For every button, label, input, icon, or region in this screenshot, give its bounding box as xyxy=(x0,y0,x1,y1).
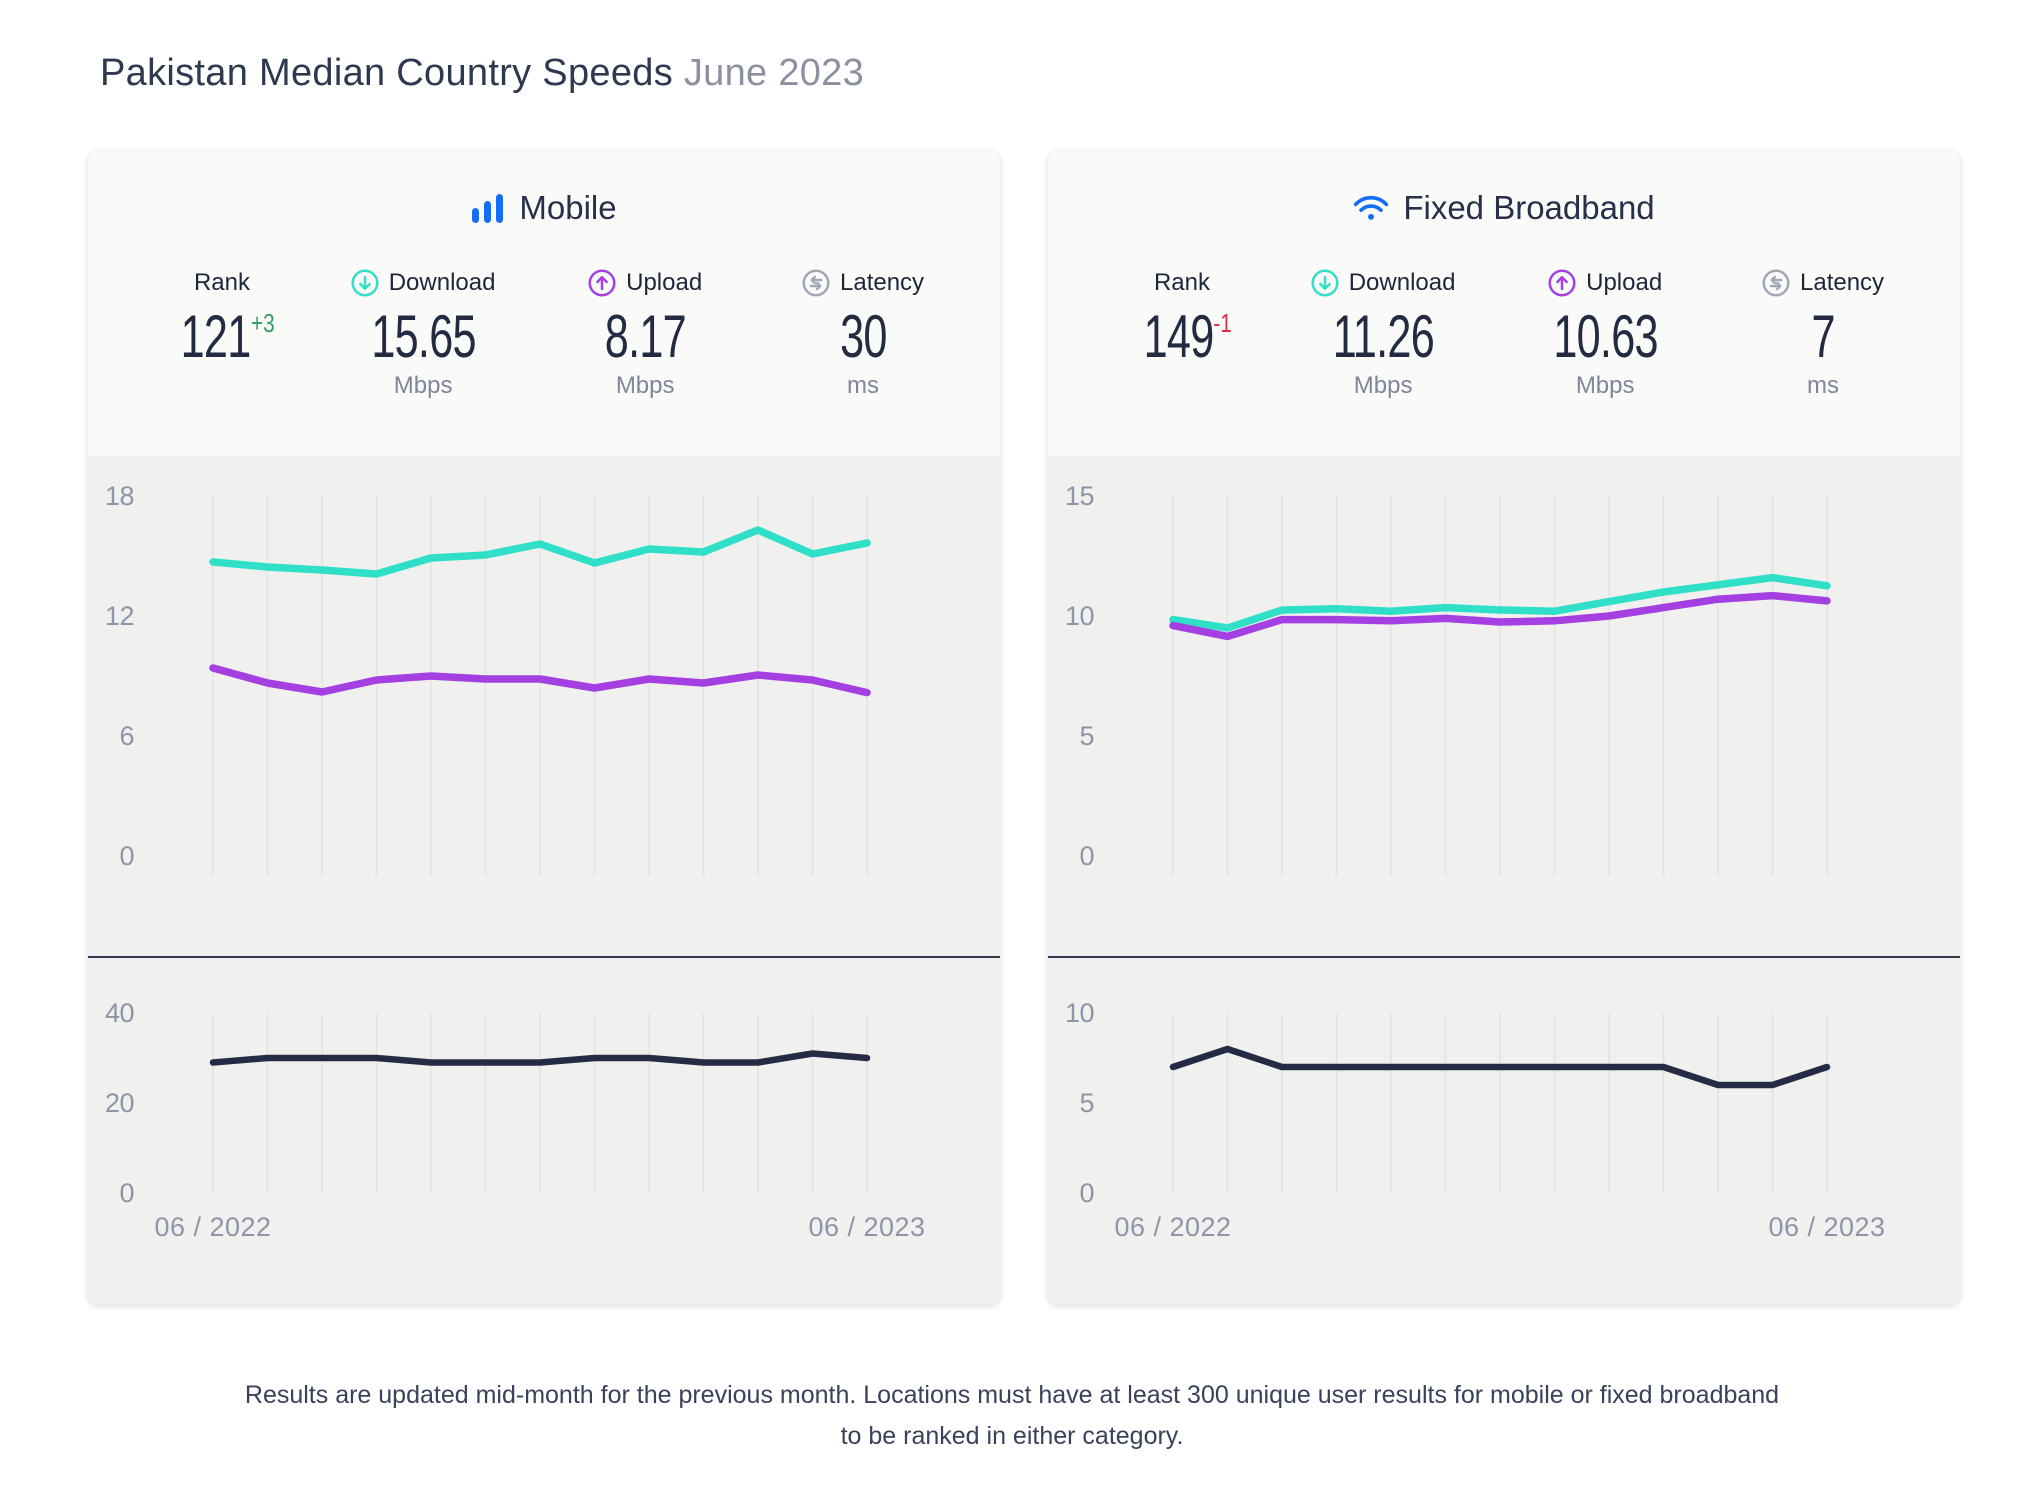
chart-divider xyxy=(1048,956,1960,958)
svg-text:06 / 2023: 06 / 2023 xyxy=(808,1212,925,1242)
mobile-stat-download: Download 15.65 Mbps xyxy=(310,269,536,402)
fixed-speed-chart: 15 10 5 0 xyxy=(1048,456,1960,956)
latency-value: 30 xyxy=(839,303,887,370)
mobile-card: Mobile Rank 121+3 xyxy=(88,151,1000,1305)
svg-text:06 / 2022: 06 / 2022 xyxy=(154,1212,271,1242)
upload-value: 8.17 xyxy=(604,303,687,370)
svg-text:06 / 2023: 06 / 2023 xyxy=(1768,1212,1885,1242)
rank-number: 149 xyxy=(1143,303,1214,370)
stat-unit: ms xyxy=(847,371,880,399)
fixed-stat-rank: Rank 149-1 xyxy=(1094,269,1270,402)
latency-value: 7 xyxy=(1811,303,1835,370)
rank-number: 121 xyxy=(180,303,251,370)
card-title-label: Mobile xyxy=(519,189,617,226)
page-title: Pakistan Median Country Speeds June 2023 xyxy=(0,0,2024,95)
fixed-stats: Rank 149-1 Download xyxy=(1048,269,1960,402)
stat-label-text: Download xyxy=(1348,269,1456,296)
cards-row: Mobile Rank 121+3 xyxy=(0,151,2024,1305)
stat-label-text: Upload xyxy=(1586,269,1663,296)
svg-text:15: 15 xyxy=(1065,481,1094,511)
download-value: 15.65 xyxy=(370,303,476,370)
svg-text:0: 0 xyxy=(119,1178,134,1208)
stat-label-text: Latency xyxy=(1800,269,1885,296)
stat-unit: Mbps xyxy=(1575,371,1635,399)
mobile-stats: Rank 121+3 Download xyxy=(88,269,1000,402)
stat-label: Rank xyxy=(193,269,250,296)
page-title-period: June 2023 xyxy=(683,52,865,94)
svg-text:12: 12 xyxy=(105,601,134,631)
mobile-bars-icon xyxy=(471,193,505,224)
mobile-stat-latency: Latency 30 ms xyxy=(754,269,972,402)
chart-divider xyxy=(88,956,1000,958)
latency-icon xyxy=(1762,269,1790,297)
fixed-broadband-card: Fixed Broadband Rank 149-1 xyxy=(1048,151,1960,1305)
svg-text:10: 10 xyxy=(1065,601,1094,631)
svg-text:5: 5 xyxy=(1079,1088,1094,1118)
svg-text:5: 5 xyxy=(1079,721,1094,751)
rank-value: 149-1 xyxy=(1130,303,1234,370)
mobile-latency-chart: 40 20 0 06 / 2022 06 / 2023 xyxy=(88,958,1000,1305)
rank-change-badge: -1 xyxy=(1213,308,1232,338)
fixed-latency-chart: 10 5 0 06 / 2022 06 / 2023 xyxy=(1048,958,1960,1305)
stat-unit: Mbps xyxy=(393,371,453,399)
svg-text:40: 40 xyxy=(105,998,134,1028)
mobile-stat-upload: Upload 8.17 Mbps xyxy=(536,269,754,402)
stat-unit: Mbps xyxy=(615,371,675,399)
footer-note: Results are updated mid-month for the pr… xyxy=(244,1381,1780,1451)
stat-unit: ms xyxy=(1807,371,1840,399)
fixed-stat-latency: Latency 7 ms xyxy=(1714,269,1932,402)
svg-text:0: 0 xyxy=(1079,841,1094,871)
mobile-speed-chart: 18 12 6 0 xyxy=(88,456,1000,956)
svg-text:10: 10 xyxy=(1065,998,1094,1028)
upload-value: 10.63 xyxy=(1552,303,1658,370)
mobile-card-header: Mobile Rank 121+3 xyxy=(88,151,1000,456)
fixed-stat-download: Download 11.26 Mbps xyxy=(1270,269,1496,402)
stat-label-text: Download xyxy=(388,269,496,296)
stat-label-text: Upload xyxy=(626,269,703,296)
download-icon xyxy=(351,269,379,297)
svg-text:06 / 2022: 06 / 2022 xyxy=(1114,1212,1231,1242)
card-title-label: Fixed Broadband xyxy=(1403,189,1655,226)
latency-icon xyxy=(802,269,830,297)
rank-change-badge: +3 xyxy=(250,308,275,338)
svg-text:20: 20 xyxy=(105,1088,134,1118)
download-icon xyxy=(1311,269,1339,297)
svg-text:0: 0 xyxy=(119,841,134,871)
page-title-main: Pakistan Median Country Speeds xyxy=(100,52,673,94)
wifi-icon xyxy=(1353,194,1389,222)
rank-value: 121+3 xyxy=(167,303,278,370)
svg-text:0: 0 xyxy=(1079,1178,1094,1208)
stat-unit: Mbps xyxy=(1353,371,1413,399)
download-value: 11.26 xyxy=(1332,303,1434,370)
fixed-stat-upload: Upload 10.63 Mbps xyxy=(1496,269,1714,402)
mobile-stat-rank: Rank 121+3 xyxy=(134,269,310,402)
svg-text:6: 6 xyxy=(119,721,134,751)
fixed-card-title: Fixed Broadband xyxy=(1048,189,1960,227)
mobile-card-title: Mobile xyxy=(88,189,1000,227)
fixed-card-header: Fixed Broadband Rank 149-1 xyxy=(1048,151,1960,456)
upload-icon xyxy=(1548,269,1576,297)
svg-text:18: 18 xyxy=(105,481,134,511)
stat-label-text: Latency xyxy=(840,269,925,296)
stat-label: Rank xyxy=(1153,269,1210,296)
upload-icon xyxy=(588,269,616,297)
